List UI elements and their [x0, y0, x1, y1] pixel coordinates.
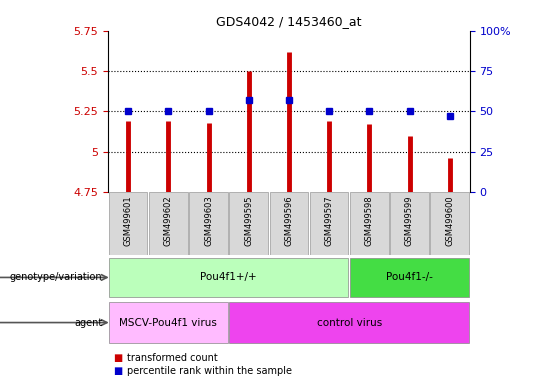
Text: percentile rank within the sample: percentile rank within the sample	[127, 366, 292, 376]
Text: GSM499595: GSM499595	[244, 195, 253, 246]
Text: GSM499599: GSM499599	[405, 195, 414, 246]
Bar	[269, 192, 308, 255]
Text: ■: ■	[113, 366, 123, 376]
Bar	[430, 192, 469, 255]
Text: MSCV-Pou4f1 virus: MSCV-Pou4f1 virus	[119, 318, 217, 328]
Text: GSM499598: GSM499598	[365, 195, 374, 246]
Text: Pou4f1+/+: Pou4f1+/+	[200, 272, 257, 283]
Bar	[350, 192, 389, 255]
Text: agent: agent	[75, 318, 103, 328]
Text: GSM499602: GSM499602	[164, 195, 173, 246]
Bar	[390, 192, 429, 255]
Text: transformed count: transformed count	[127, 353, 218, 363]
Bar	[230, 302, 469, 343]
Bar	[109, 258, 348, 297]
Text: GSM499603: GSM499603	[204, 195, 213, 246]
Text: control virus: control virus	[316, 318, 382, 328]
Text: GSM499596: GSM499596	[285, 195, 293, 246]
Bar	[109, 192, 147, 255]
Text: ■: ■	[113, 353, 123, 363]
Text: GSM499601: GSM499601	[124, 195, 133, 246]
Bar	[350, 258, 469, 297]
Bar	[189, 192, 228, 255]
Text: Pou4f1-/-: Pou4f1-/-	[386, 272, 433, 283]
Bar	[109, 302, 228, 343]
Bar	[149, 192, 187, 255]
Text: GSM499600: GSM499600	[445, 195, 454, 246]
Bar	[230, 192, 268, 255]
Bar	[310, 192, 348, 255]
Text: genotype/variation: genotype/variation	[10, 272, 103, 283]
Text: GSM499597: GSM499597	[325, 195, 334, 246]
Title: GDS4042 / 1453460_at: GDS4042 / 1453460_at	[216, 15, 362, 28]
